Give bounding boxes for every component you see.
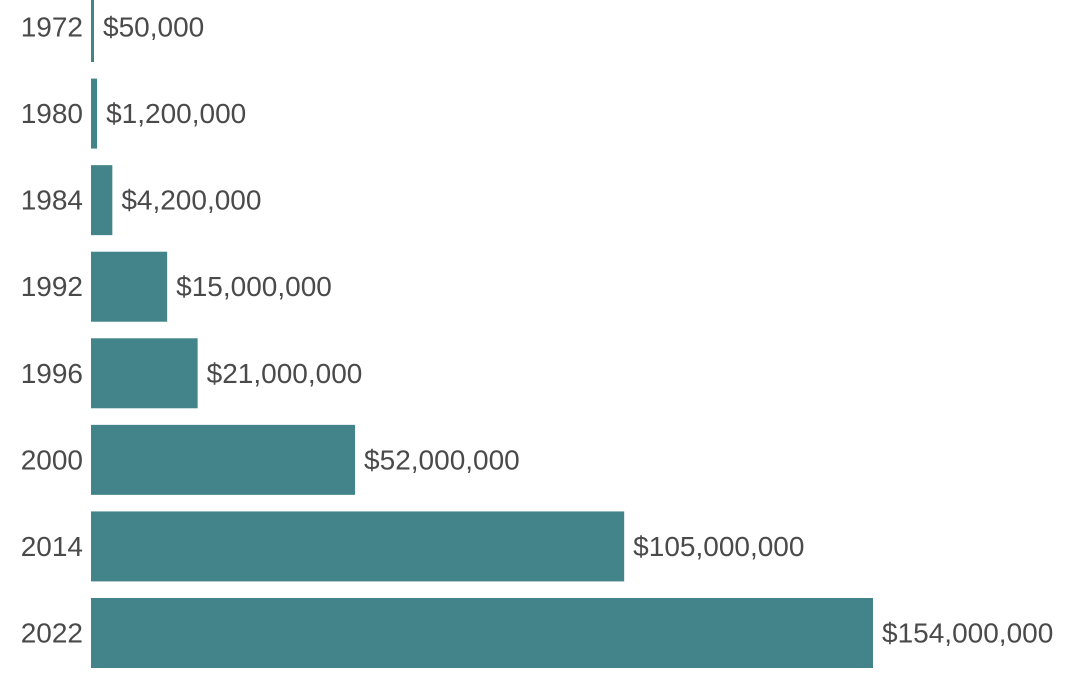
value-labels-group: $50,000 $1,200,000 $4,200,000 $15,000,000 $2… <box>103 12 1053 649</box>
bar-1992 <box>91 251 168 322</box>
bar-2014 <box>91 511 625 582</box>
category-label-2000: 2000 <box>21 444 83 475</box>
category-label-2022: 2022 <box>21 618 83 649</box>
category-label-1992: 1992 <box>21 271 83 302</box>
bar-1972 <box>91 0 94 62</box>
value-label-2014: $105,000,000 <box>633 531 804 562</box>
bar-1980 <box>91 78 98 149</box>
bar-2000 <box>91 424 356 495</box>
category-labels-group: 1972 1980 1984 1992 1996 2000 2014 2022 <box>21 12 83 649</box>
value-label-2022: $154,000,000 <box>882 618 1053 649</box>
value-label-2000: $52,000,000 <box>364 444 520 475</box>
value-label-1980: $1,200,000 <box>106 98 246 129</box>
category-label-1984: 1984 <box>21 185 83 216</box>
value-label-1984: $4,200,000 <box>121 185 261 216</box>
value-label-1972: $50,000 <box>103 12 204 43</box>
bar-2022 <box>91 598 873 668</box>
category-label-1972: 1972 <box>21 12 83 43</box>
bar-1984 <box>91 165 113 236</box>
category-label-1996: 1996 <box>21 358 83 389</box>
bar-1996 <box>91 338 198 409</box>
value-label-1992: $15,000,000 <box>176 271 332 302</box>
value-label-1996: $21,000,000 <box>207 358 363 389</box>
bars-group <box>91 0 873 668</box>
category-label-1980: 1980 <box>21 98 83 129</box>
category-label-2014: 2014 <box>21 531 83 562</box>
